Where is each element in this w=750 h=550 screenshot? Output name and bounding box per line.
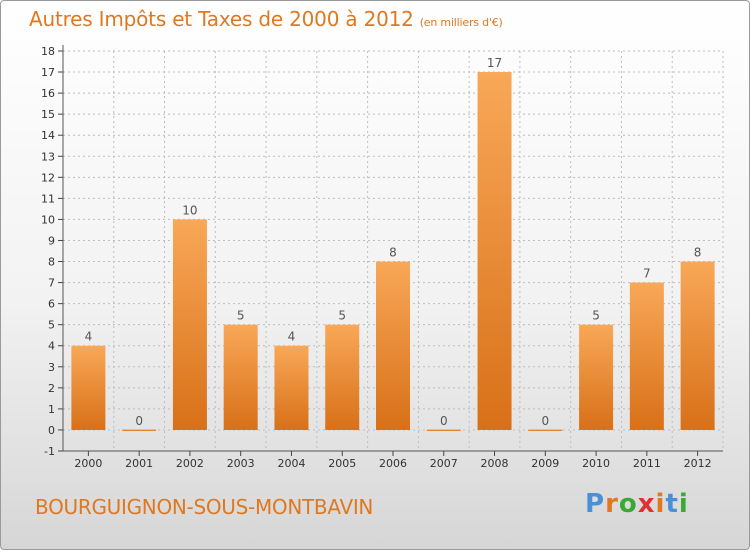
bar (629, 282, 664, 430)
logo-letter: P (585, 489, 606, 519)
y-tick-label: 4 (48, 340, 55, 353)
x-tick-label: 2009 (531, 457, 559, 470)
chart-unit: (en milliers d'€) (419, 16, 503, 29)
bar (172, 219, 207, 430)
y-tick-label: 15 (41, 108, 55, 121)
y-tick-label: 13 (41, 150, 55, 163)
y-tick-label: 12 (41, 171, 55, 184)
bars (71, 72, 715, 431)
y-tick-label: 17 (41, 66, 55, 79)
chart-title-text: Autres Impôts et Taxes de 2000 à 2012 (29, 7, 414, 31)
logo-letter: o (618, 489, 638, 519)
bar (680, 261, 715, 430)
data-label: 5 (237, 309, 245, 323)
data-label: 5 (338, 309, 346, 323)
logo-letter: x (637, 489, 656, 519)
bar (325, 324, 360, 430)
bar (223, 324, 258, 430)
data-label: 5 (592, 309, 600, 323)
logo-letter: t (665, 489, 679, 519)
y-tick-label: -1 (44, 445, 55, 458)
chart-title: Autres Impôts et Taxes de 2000 à 2012 (en… (29, 7, 503, 31)
bar (376, 261, 410, 430)
x-tick-label: 2001 (125, 457, 153, 470)
data-label: 17 (487, 56, 502, 70)
y-tick-label: 11 (41, 192, 55, 205)
data-label: 8 (389, 246, 397, 260)
y-tick-label: 16 (41, 87, 55, 100)
x-tick-label: 2010 (582, 457, 610, 470)
y-tick-label: 3 (48, 361, 55, 374)
y-tick-label: 6 (48, 298, 55, 311)
data-label: 8 (694, 246, 702, 260)
data-label: 0 (541, 414, 549, 428)
proxiti-logo: Proxiti (585, 489, 689, 519)
commune-name: BOURGUIGNON-SOUS-MONTBAVIN (35, 495, 374, 519)
logo-letter: i (655, 489, 666, 519)
y-tick-label: 8 (48, 256, 55, 269)
x-tick-label: 2004 (277, 457, 305, 470)
bar (122, 429, 157, 431)
bar (477, 72, 512, 430)
x-tick-label: 2008 (481, 457, 509, 470)
y-tick-label: 1 (48, 403, 55, 416)
x-tick-label: 2002 (176, 457, 204, 470)
x-tick-label: 2003 (227, 457, 255, 470)
y-tick-label: 9 (48, 234, 55, 247)
y-tick-label: 7 (48, 277, 55, 290)
logo-letter: i (678, 489, 689, 519)
bar (426, 429, 461, 431)
y-tick-label: 14 (41, 129, 55, 142)
x-tick-label: 2007 (430, 457, 458, 470)
y-tick-label: 2 (48, 382, 55, 395)
bar (71, 345, 106, 430)
data-label: 4 (85, 330, 93, 344)
x-tick-label: 2000 (74, 457, 102, 470)
labels: 2000 4 2001 0 2002 10 2003 5 2004 4 2005 5 2006 8 2007… (74, 56, 711, 470)
y-tick-label: 10 (41, 213, 55, 226)
logo-letter: r (605, 489, 619, 519)
data-label: 0 (135, 414, 143, 428)
y-tick-label: 0 (48, 424, 55, 437)
x-tick-label: 2006 (379, 457, 407, 470)
x-tick-label: 2011 (633, 457, 661, 470)
data-label: 7 (643, 267, 651, 281)
y-tick-label: 5 (48, 319, 55, 332)
bar (528, 429, 563, 431)
data-label: 10 (182, 203, 197, 217)
bar (579, 324, 614, 430)
data-label: 0 (440, 414, 448, 428)
y-tick-label: 18 (41, 45, 55, 58)
x-tick-label: 2012 (684, 457, 712, 470)
x-tick-label: 2005 (328, 457, 356, 470)
bar (274, 345, 309, 430)
data-label: 4 (288, 330, 296, 344)
